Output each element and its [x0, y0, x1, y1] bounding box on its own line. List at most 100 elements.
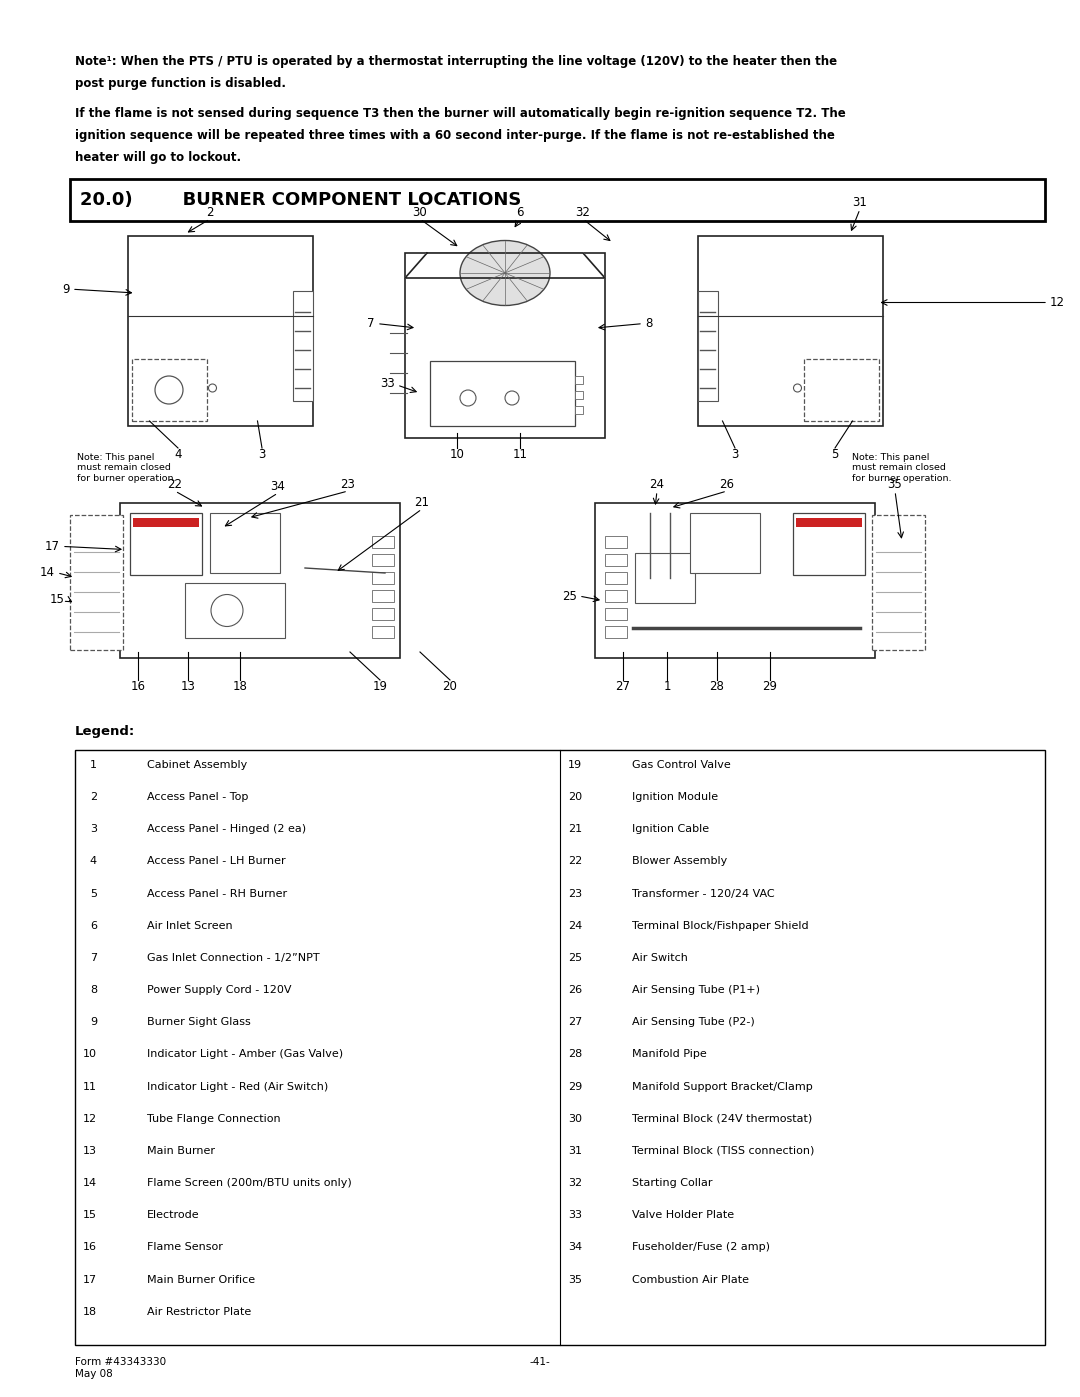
- Text: Starting Collar: Starting Collar: [632, 1178, 713, 1187]
- Text: Gas Inlet Connection - 1/2”NPT: Gas Inlet Connection - 1/2”NPT: [147, 953, 320, 963]
- Text: 15: 15: [50, 592, 65, 606]
- Text: 3: 3: [90, 824, 97, 834]
- Text: Air Sensing Tube (P1+): Air Sensing Tube (P1+): [632, 985, 760, 995]
- Bar: [127, 236, 312, 426]
- Text: Note: This panel
must remain closed
for burner operation.: Note: This panel must remain closed for …: [77, 453, 176, 483]
- Bar: [75, 750, 1045, 1345]
- Text: If the flame is not sensed during sequence T3 then the burner will automatically: If the flame is not sensed during sequen…: [75, 108, 846, 120]
- Text: 32: 32: [576, 205, 591, 219]
- Text: 27: 27: [568, 1017, 582, 1027]
- Bar: [605, 536, 627, 548]
- Text: 30: 30: [568, 1113, 582, 1123]
- Text: 7: 7: [367, 317, 375, 330]
- Text: 26: 26: [568, 985, 582, 995]
- Text: post purge function is disabled.: post purge function is disabled.: [75, 77, 286, 89]
- Text: 4: 4: [174, 448, 181, 461]
- Bar: [635, 553, 696, 604]
- Bar: [796, 518, 862, 527]
- Text: Access Panel - RH Burner: Access Panel - RH Burner: [147, 888, 287, 898]
- Text: 28: 28: [568, 1049, 582, 1059]
- Text: 17: 17: [83, 1274, 97, 1285]
- Text: Terminal Block (TISS connection): Terminal Block (TISS connection): [632, 1146, 814, 1155]
- Text: 11: 11: [83, 1081, 97, 1091]
- Text: Access Panel - Top: Access Panel - Top: [147, 792, 248, 802]
- Text: 33: 33: [380, 377, 395, 390]
- Text: Gas Control Valve: Gas Control Valve: [632, 760, 731, 770]
- Text: Access Panel - LH Burner: Access Panel - LH Burner: [147, 856, 285, 866]
- Circle shape: [211, 595, 243, 626]
- Circle shape: [505, 391, 519, 405]
- Text: Flame Sensor: Flame Sensor: [147, 1242, 222, 1253]
- Text: 21: 21: [415, 496, 430, 509]
- Text: Power Supply Cord - 120V: Power Supply Cord - 120V: [147, 985, 292, 995]
- Bar: [872, 515, 924, 650]
- Polygon shape: [405, 253, 605, 278]
- Text: 7: 7: [90, 953, 97, 963]
- Text: 16: 16: [131, 680, 146, 693]
- Text: 28: 28: [710, 680, 725, 693]
- Text: 20: 20: [443, 680, 458, 693]
- Text: Main Burner: Main Burner: [147, 1146, 215, 1155]
- Text: 9: 9: [63, 282, 70, 296]
- Text: 24: 24: [649, 478, 664, 490]
- Text: 6: 6: [516, 205, 524, 219]
- Bar: [133, 518, 199, 527]
- Text: Manifold Pipe: Manifold Pipe: [632, 1049, 706, 1059]
- Text: 3: 3: [731, 448, 739, 461]
- Bar: [793, 513, 865, 576]
- Text: 2: 2: [90, 792, 97, 802]
- Bar: [575, 391, 583, 400]
- Text: 24: 24: [568, 921, 582, 930]
- Text: 2: 2: [206, 205, 214, 219]
- Bar: [804, 359, 878, 420]
- Text: Legend:: Legend:: [75, 725, 135, 738]
- Bar: [605, 571, 627, 584]
- Text: 29: 29: [568, 1081, 582, 1091]
- Text: Blower Assembly: Blower Assembly: [632, 856, 727, 866]
- Text: Main Burner Orifice: Main Burner Orifice: [147, 1274, 255, 1285]
- Bar: [605, 555, 627, 566]
- Text: 23: 23: [340, 478, 355, 490]
- Text: 33: 33: [568, 1210, 582, 1220]
- Bar: [210, 513, 280, 573]
- Text: 19: 19: [373, 680, 388, 693]
- Text: Form #43343330
May 08: Form #43343330 May 08: [75, 1356, 166, 1379]
- Text: 8: 8: [645, 317, 652, 330]
- Text: Air Inlet Screen: Air Inlet Screen: [147, 921, 232, 930]
- Text: 12: 12: [1050, 296, 1065, 309]
- Bar: [605, 608, 627, 620]
- Text: 5: 5: [832, 448, 839, 461]
- Text: Electrode: Electrode: [147, 1210, 200, 1220]
- Text: 5: 5: [90, 888, 97, 898]
- Text: Note¹: When the PTS / PTU is operated by a thermostat interrupting the line volt: Note¹: When the PTS / PTU is operated by…: [75, 54, 837, 68]
- Text: 26: 26: [719, 478, 734, 490]
- Text: 8: 8: [90, 985, 97, 995]
- Text: 21: 21: [568, 824, 582, 834]
- Text: 1: 1: [663, 680, 671, 693]
- Bar: [605, 626, 627, 638]
- Text: 35: 35: [568, 1274, 582, 1285]
- Bar: [372, 626, 394, 638]
- Text: Air Sensing Tube (P2-): Air Sensing Tube (P2-): [632, 1017, 755, 1027]
- Text: 9: 9: [90, 1017, 97, 1027]
- Bar: [372, 608, 394, 620]
- Text: Cabinet Assembly: Cabinet Assembly: [147, 760, 247, 770]
- Text: Indicator Light - Red (Air Switch): Indicator Light - Red (Air Switch): [147, 1081, 328, 1091]
- Text: Manifold Support Bracket/Clamp: Manifold Support Bracket/Clamp: [632, 1081, 813, 1091]
- Bar: [293, 291, 312, 401]
- Text: Transformer - 120/24 VAC: Transformer - 120/24 VAC: [632, 888, 774, 898]
- Text: Valve Holder Plate: Valve Holder Plate: [632, 1210, 734, 1220]
- Text: 27: 27: [616, 680, 631, 693]
- Text: 32: 32: [568, 1178, 582, 1187]
- Text: 13: 13: [83, 1146, 97, 1155]
- Bar: [185, 583, 285, 638]
- Bar: [70, 179, 1045, 221]
- Text: Terminal Block/Fishpaper Shield: Terminal Block/Fishpaper Shield: [632, 921, 809, 930]
- Bar: [132, 359, 206, 420]
- Text: 13: 13: [180, 680, 195, 693]
- Text: Fuseholder/Fuse (2 amp): Fuseholder/Fuse (2 amp): [632, 1242, 770, 1253]
- Text: 15: 15: [83, 1210, 97, 1220]
- Text: 19: 19: [568, 760, 582, 770]
- Text: Note: This panel
must remain closed
for burner operation.: Note: This panel must remain closed for …: [852, 453, 951, 483]
- Text: Air Switch: Air Switch: [632, 953, 688, 963]
